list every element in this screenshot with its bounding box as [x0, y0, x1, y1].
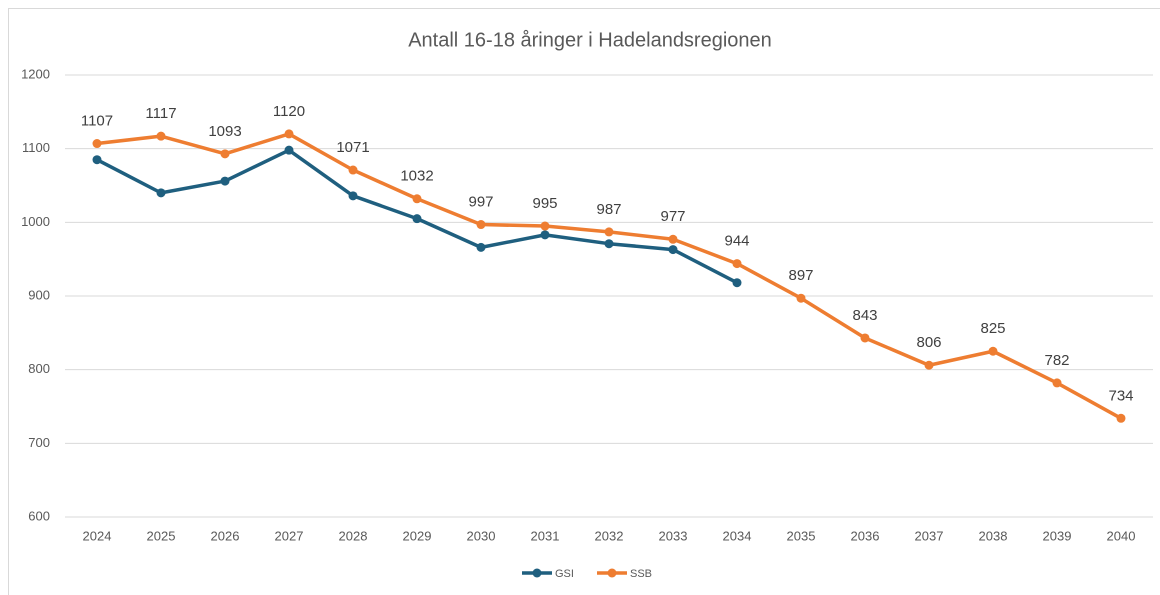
marker [732, 259, 742, 269]
marker [156, 188, 166, 198]
marker [988, 346, 998, 356]
marker [412, 194, 422, 204]
marker [348, 165, 358, 175]
x-tick-label: 2033 [659, 528, 688, 543]
x-tick-label: 2029 [403, 528, 432, 543]
marker [476, 242, 486, 252]
data-label: 1117 [145, 105, 176, 122]
x-tick-label: 2039 [1043, 528, 1072, 543]
x-tick-label: 2032 [595, 528, 624, 543]
marker [412, 214, 422, 224]
data-label: 806 [916, 334, 941, 351]
data-label: 1093 [208, 123, 241, 140]
marker [220, 149, 230, 159]
marker [476, 220, 486, 230]
data-label: 897 [788, 267, 813, 284]
data-label: 734 [1108, 387, 1133, 404]
legend-label: SSB [630, 568, 652, 580]
data-label: 977 [660, 208, 685, 225]
data-label: 1107 [81, 112, 113, 129]
legend-marker [532, 568, 542, 578]
marker [604, 227, 614, 237]
marker [540, 230, 550, 240]
x-tick-label: 2026 [211, 528, 240, 543]
y-tick-label: 800 [28, 361, 50, 376]
marker [92, 139, 102, 149]
legend-marker [607, 568, 617, 578]
marker [284, 129, 294, 139]
marker [1116, 413, 1126, 423]
chart-title: Antall 16-18 åringer i Hadelandsregionen [408, 29, 772, 51]
x-tick-label: 2034 [723, 528, 752, 543]
data-label: 987 [596, 201, 621, 218]
data-label: 995 [532, 195, 557, 212]
x-tick-label: 2037 [915, 528, 944, 543]
marker [156, 131, 166, 141]
marker [92, 155, 102, 165]
y-tick-label: 1200 [21, 66, 50, 81]
data-label: 825 [980, 320, 1005, 337]
data-label: 1032 [400, 168, 433, 185]
data-label: 843 [852, 307, 877, 324]
x-tick-label: 2038 [979, 528, 1008, 543]
x-tick-label: 2028 [339, 528, 368, 543]
marker [220, 176, 230, 186]
x-tick-label: 2040 [1107, 528, 1136, 543]
marker [668, 245, 678, 255]
y-tick-label: 1100 [22, 140, 50, 155]
data-label: 1120 [273, 103, 305, 120]
marker [668, 234, 678, 244]
marker [796, 293, 806, 303]
x-tick-label: 2030 [467, 528, 496, 543]
x-tick-label: 2031 [531, 528, 560, 543]
x-tick-label: 2024 [83, 528, 112, 543]
y-tick-label: 700 [28, 435, 50, 450]
legend-label: GSI [555, 568, 574, 580]
marker [924, 360, 934, 370]
x-tick-label: 2025 [147, 528, 176, 543]
series-line [96, 132, 1122, 420]
marker [284, 145, 294, 155]
x-tick-label: 2027 [275, 528, 304, 543]
marker [1052, 378, 1062, 388]
marker [604, 239, 614, 249]
chart-frame [8, 8, 1160, 595]
data-label: 1071 [336, 139, 369, 156]
marker [540, 221, 550, 231]
y-tick-label: 600 [28, 508, 50, 523]
x-tick-label: 2035 [787, 528, 816, 543]
marker [732, 278, 742, 288]
data-label: 997 [468, 194, 493, 211]
data-label: 944 [724, 233, 749, 250]
y-tick-label: 900 [28, 287, 50, 302]
marker [860, 333, 870, 343]
marker [348, 191, 358, 201]
data-label: 782 [1044, 352, 1069, 369]
y-tick-label: 1000 [21, 214, 50, 229]
x-tick-label: 2036 [851, 528, 880, 543]
